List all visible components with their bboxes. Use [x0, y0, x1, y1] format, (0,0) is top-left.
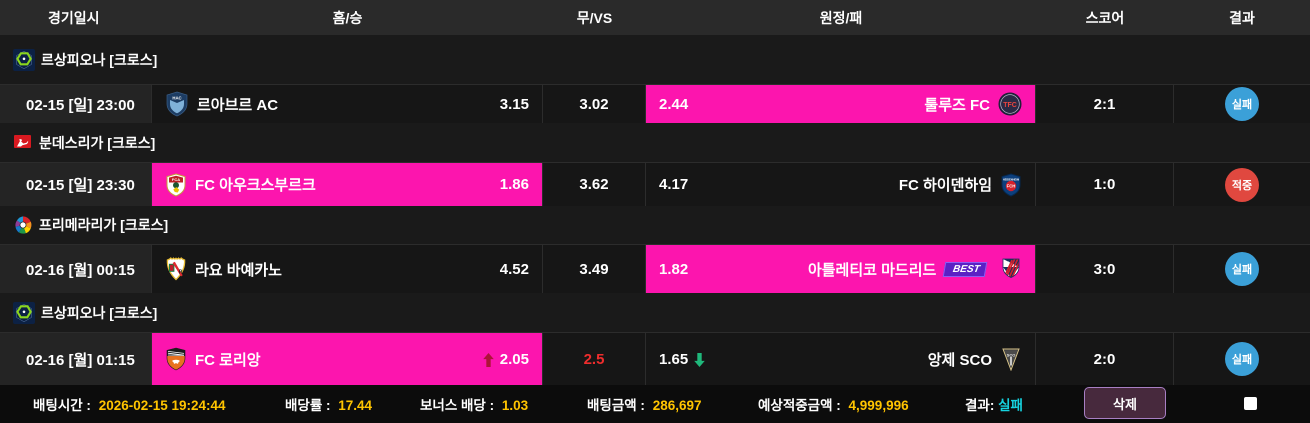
svg-text:FCA: FCA [172, 177, 180, 182]
svg-text:SCO: SCO [1007, 352, 1016, 357]
svg-text:HAC: HAC [172, 96, 181, 101]
svg-text:TFC: TFC [1003, 102, 1017, 109]
svg-text:FCH: FCH [1007, 183, 1016, 188]
svg-text:HEIDENHEIM: HEIDENHEIM [1003, 177, 1019, 181]
svg-text:R: R [179, 269, 183, 275]
